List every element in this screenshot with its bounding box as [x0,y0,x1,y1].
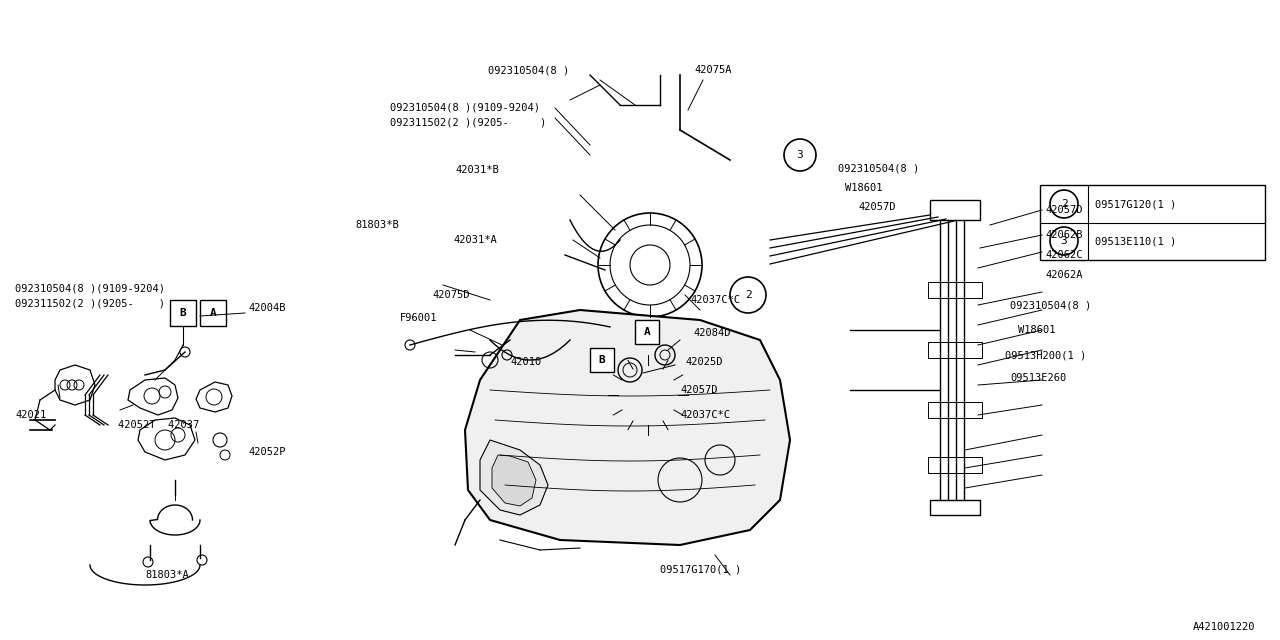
Text: 09513E110(1 ): 09513E110(1 ) [1094,236,1176,246]
Text: 42031*B: 42031*B [454,165,499,175]
Bar [590,348,614,372]
Polygon shape [480,440,548,515]
Polygon shape [465,310,790,545]
Bar [200,300,227,326]
Text: 42075D: 42075D [433,290,470,300]
Text: 42062B: 42062B [1044,230,1083,240]
Bar [928,457,982,473]
Text: 42052T  42037: 42052T 42037 [118,420,200,430]
Bar [635,320,659,344]
Bar [928,342,982,358]
Text: 092310504(8 ): 092310504(8 ) [488,65,570,75]
Bar [1039,185,1265,260]
Text: 42052P: 42052P [248,447,285,457]
Text: A: A [644,327,650,337]
Text: 092310504(8 ): 092310504(8 ) [1010,300,1092,310]
Text: 42037C*C: 42037C*C [680,410,730,420]
Text: 42025D: 42025D [685,357,722,367]
Text: 42084D: 42084D [692,328,731,338]
Text: 09517G120(1 ): 09517G120(1 ) [1094,199,1176,209]
Bar [931,500,980,515]
Bar [928,282,982,298]
Text: 42075A: 42075A [694,65,731,75]
Text: 81803*A: 81803*A [145,570,188,580]
Text: 092311502(2 )(9205-    ): 092311502(2 )(9205- ) [15,298,165,308]
Text: F96001: F96001 [399,313,438,323]
Text: 092310504(8 )(9109-9204): 092310504(8 )(9109-9204) [390,102,540,112]
Text: 3: 3 [1061,236,1068,246]
Text: B: B [179,308,187,318]
Text: B: B [599,355,605,365]
Text: 42010: 42010 [509,357,541,367]
Text: 42057D: 42057D [1044,205,1083,215]
Text: 2: 2 [745,290,751,300]
Text: 42062A: 42062A [1044,270,1083,280]
Bar [931,200,980,220]
Text: 092310504(8 ): 092310504(8 ) [838,163,919,173]
Text: 42037C*C: 42037C*C [690,295,740,305]
Text: 42021: 42021 [15,410,46,420]
Text: 42031*A: 42031*A [453,235,497,245]
Text: 09513E260: 09513E260 [1010,373,1066,383]
Text: 09513H200(1 ): 09513H200(1 ) [1005,350,1087,360]
Text: 2: 2 [1061,199,1068,209]
Text: 42004B: 42004B [248,303,285,313]
Text: A421001220: A421001220 [1193,622,1254,632]
Text: 3: 3 [796,150,804,160]
Text: 42057D: 42057D [680,385,718,395]
Text: A: A [210,308,216,318]
Text: 81803*B: 81803*B [355,220,399,230]
Text: 42062C: 42062C [1044,250,1083,260]
Text: 42057D: 42057D [858,202,896,212]
Text: W18601: W18601 [845,183,882,193]
Bar [928,402,982,418]
Text: W18601: W18601 [1018,325,1056,335]
Bar [170,300,196,326]
Text: 092311502(2 )(9205-     ): 092311502(2 )(9205- ) [390,117,547,127]
Polygon shape [492,455,536,506]
Text: 09517G170(1 ): 09517G170(1 ) [660,565,741,575]
Text: 092310504(8 )(9109-9204): 092310504(8 )(9109-9204) [15,283,165,293]
